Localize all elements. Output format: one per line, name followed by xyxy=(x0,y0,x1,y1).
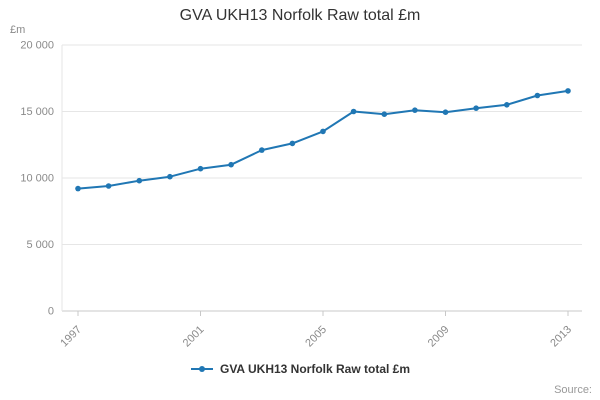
y-tick-label: 10 000 xyxy=(20,173,54,185)
data-point[interactable] xyxy=(473,105,479,111)
data-point[interactable] xyxy=(504,102,510,108)
data-point[interactable] xyxy=(381,111,388,117)
x-tick-label: 2013 xyxy=(548,324,574,350)
chart-title: GVA UKH13 Norfolk Raw total £m xyxy=(179,7,421,24)
legend: GVA UKH13 Norfolk Raw total £m xyxy=(0,362,600,376)
data-point[interactable] xyxy=(320,128,326,135)
x-tick-label: 1997 xyxy=(58,324,84,350)
x-tick-label: 2009 xyxy=(426,324,452,350)
data-point[interactable] xyxy=(259,147,265,153)
data-point[interactable] xyxy=(105,183,112,189)
y-tick-label: 20 000 xyxy=(20,40,54,52)
data-point[interactable] xyxy=(136,177,143,184)
data-point[interactable] xyxy=(167,173,173,180)
y-tick-label: 0 xyxy=(48,306,54,318)
data-point[interactable] xyxy=(565,88,571,94)
source-label: Source: xyxy=(554,384,592,396)
x-tick-label: 2005 xyxy=(303,324,329,350)
data-point[interactable] xyxy=(534,92,541,99)
y-tick-label: 5 000 xyxy=(26,239,54,251)
y-axis-unit-label: £m xyxy=(10,24,26,36)
legend-label: GVA UKH13 Norfolk Raw total £m xyxy=(219,362,411,376)
data-point[interactable] xyxy=(289,140,296,147)
legend-line-marker-icon xyxy=(190,366,213,372)
series-line xyxy=(77,89,569,190)
x-tick-label: 2001 xyxy=(181,324,207,350)
data-point[interactable] xyxy=(350,108,357,115)
y-tick-label: 15 000 xyxy=(20,106,54,118)
legend-item[interactable]: GVA UKH13 Norfolk Raw total £m xyxy=(190,362,410,376)
data-point[interactable] xyxy=(442,109,449,115)
data-point[interactable] xyxy=(75,185,81,192)
data-point[interactable] xyxy=(197,165,204,172)
data-point[interactable] xyxy=(412,107,418,113)
data-point[interactable] xyxy=(228,161,234,168)
